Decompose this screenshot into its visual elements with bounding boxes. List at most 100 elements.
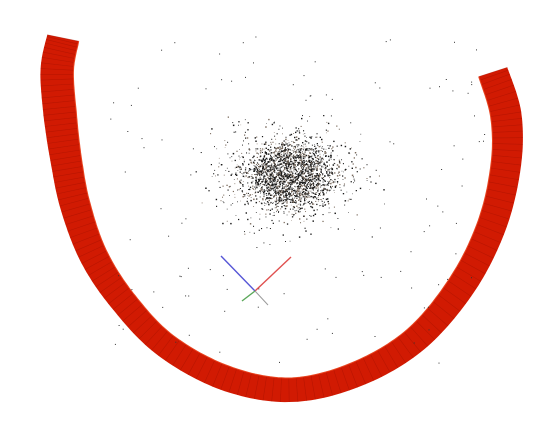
cloud-point [314,148,316,150]
cloud-point [297,151,299,153]
cloud-point [311,170,314,172]
cloud-point [124,171,126,173]
camera-frame [484,84,514,96]
cloud-point [283,187,285,189]
cloud-point [231,173,233,175]
cloud-point [319,156,321,158]
cloud-point [287,178,289,180]
cloud-point [413,342,415,344]
cloud-point [311,156,313,158]
cloud-point [256,198,258,200]
cloud-point [279,151,281,152]
cloud-point [319,183,321,185]
cloud-point [290,160,292,163]
camera-frame [415,320,436,340]
cloud-point [288,187,290,190]
cloud-point [254,167,256,168]
cloud-point [265,172,266,174]
cloud-point [143,147,145,149]
cloud-point [285,191,287,193]
cloud-point [258,186,260,187]
cloud-point [296,173,298,175]
cloud-point [273,132,275,133]
cloud-point [315,136,317,138]
cloud-point [331,185,333,188]
cloud-point [331,148,333,150]
axes-gizmo[interactable] [220,255,292,306]
cloud-point [292,199,294,202]
cloud-point [304,169,307,172]
cloud-point [222,201,224,202]
cloud-point [286,202,288,204]
cloud-point [293,169,294,171]
cloud-point [265,216,267,218]
cloud-point [310,215,312,217]
cloud-point [325,198,328,201]
cloud-point [318,183,320,185]
cloud-point [259,156,261,158]
cloud-point [293,150,295,152]
cloud-point [273,177,275,179]
cloud-point [303,165,305,167]
cloud-point [309,174,312,176]
cloud-point [248,176,250,177]
cloud-point [291,189,293,191]
camera-frame [88,261,113,276]
cloud-point [265,190,267,191]
camera-frame [58,192,88,201]
cloud-point [282,127,283,129]
cloud-point [255,195,257,197]
cloud-point [306,196,308,198]
cloud-point [266,180,268,182]
cloud-point [255,184,257,186]
cloud-point [320,185,322,186]
cloud-point [351,147,352,149]
cloud-point [343,171,344,173]
cloud-point [342,175,344,177]
cloud-point [295,156,297,158]
cloud-point [298,150,300,152]
cloud-point [257,184,259,186]
cloud-point [321,189,323,191]
cloud-point [264,181,266,184]
cloud-point [267,193,269,195]
cloud-point [331,173,334,175]
cloud-point [293,133,295,134]
cloud-point [303,161,306,163]
cloud-point [295,139,297,141]
cloud-point [301,157,303,159]
cloud-point [279,164,281,166]
cloud-point [285,185,287,187]
camera-frame [491,124,523,128]
camera-frame [470,238,498,251]
cloud-point [345,169,347,170]
cloud-point [331,148,332,150]
cloud-point [349,148,351,150]
cloud-point [283,182,284,184]
cloud-point [273,167,275,169]
cloud-point [271,165,272,166]
camera-frame [460,259,486,275]
cloud-point [242,164,244,166]
cloud-point [385,41,387,43]
cloud-point [244,195,246,197]
cloud-point [300,151,301,153]
cloud-point [331,332,333,334]
cloud-point [310,183,312,186]
cloud-point [311,144,313,146]
cloud-point [274,182,276,184]
cloud-point [284,207,287,210]
cloud-point [283,190,285,192]
cloud-point [288,167,289,169]
cloud-point [280,152,281,154]
cloud-point [308,192,310,194]
cloud-point [258,201,260,203]
cloud-point [318,179,320,181]
cloud-point [278,211,280,213]
cloud-point [283,202,285,204]
cloud-point [289,176,292,179]
cloud-point [287,140,289,141]
cloud-point [265,159,267,161]
